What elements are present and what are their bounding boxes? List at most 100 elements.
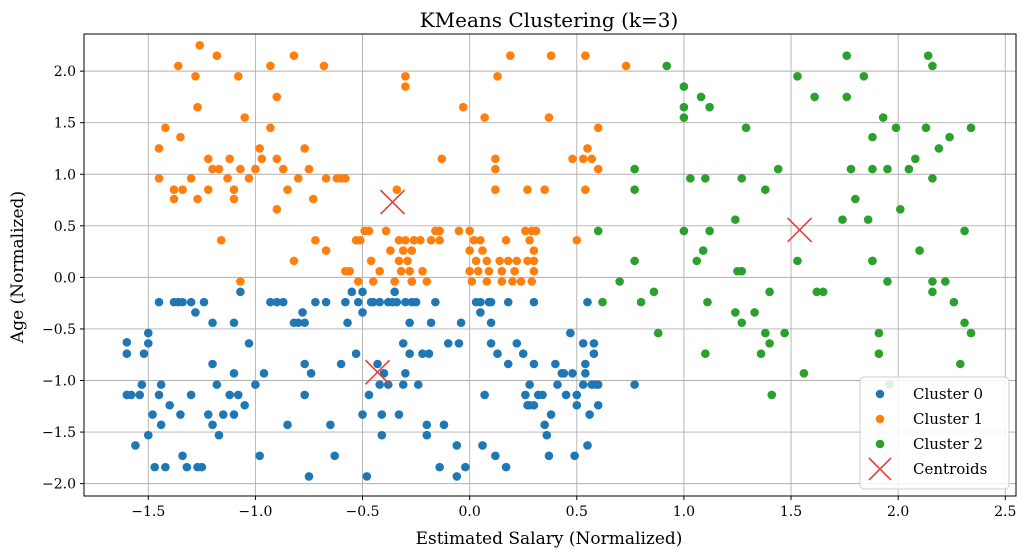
data-point (229, 318, 239, 328)
data-point (300, 359, 309, 369)
data-point (928, 277, 937, 286)
x-tick-label: 0.5 (566, 504, 588, 520)
data-point (266, 297, 275, 307)
data-point (581, 368, 590, 378)
data-point (251, 380, 260, 389)
data-point (566, 328, 575, 338)
data-point (266, 123, 275, 133)
y-tick-label: 1.0 (54, 167, 76, 183)
data-point (443, 339, 453, 348)
data-point (398, 246, 408, 255)
data-point (838, 215, 847, 224)
data-point (233, 71, 243, 81)
data-point (143, 339, 153, 348)
data-point (278, 164, 288, 174)
data-point (581, 359, 590, 369)
data-point (497, 277, 507, 286)
data-point (593, 164, 603, 174)
data-point (960, 226, 969, 236)
data-point (216, 235, 226, 245)
data-point (493, 349, 502, 358)
data-point (491, 451, 500, 461)
data-point (422, 430, 432, 440)
data-point (394, 235, 404, 245)
data-point (308, 194, 318, 204)
data-point (255, 144, 264, 153)
data-point (431, 297, 440, 307)
data-point (208, 420, 217, 430)
data-point (593, 400, 603, 410)
data-point (156, 420, 166, 430)
data-point (392, 185, 402, 195)
data-point (546, 410, 556, 419)
data-point (293, 174, 303, 183)
data-point (525, 380, 534, 389)
data-point (465, 226, 474, 236)
data-point (705, 226, 714, 236)
data-point (437, 154, 447, 164)
x-tick-label: 1.0 (673, 504, 695, 520)
data-point (214, 430, 224, 440)
data-point (439, 420, 449, 430)
data-point (593, 226, 603, 236)
data-point (424, 349, 434, 358)
data-point (765, 287, 774, 297)
data-point (842, 92, 852, 102)
data-point (467, 277, 477, 286)
data-point (311, 297, 320, 307)
data-point (692, 256, 702, 266)
data-point (701, 174, 710, 183)
data-point (649, 287, 659, 297)
data-point (512, 339, 522, 348)
data-point (945, 132, 954, 142)
data-point (486, 318, 496, 328)
data-point (229, 194, 239, 204)
data-point (527, 277, 537, 286)
data-point (501, 462, 511, 472)
data-point (272, 154, 282, 164)
y-tick-label: 0.0 (54, 270, 76, 286)
data-point (583, 441, 592, 450)
data-point (523, 185, 532, 195)
data-point (868, 256, 877, 266)
data-point (283, 420, 292, 430)
data-point (484, 266, 494, 276)
data-point (598, 297, 607, 307)
data-point (304, 472, 314, 481)
data-point (229, 185, 239, 195)
data-point (904, 164, 914, 174)
data-point (321, 297, 331, 307)
data-point (289, 256, 299, 266)
data-point (240, 400, 249, 410)
data-point (289, 51, 299, 60)
data-point (538, 390, 547, 400)
data-point (435, 235, 444, 245)
data-point (812, 287, 822, 297)
data-point (203, 185, 213, 195)
data-point (911, 154, 920, 164)
data-point (478, 441, 487, 450)
data-point (630, 380, 639, 389)
data-point (679, 113, 689, 122)
data-point (193, 194, 202, 204)
y-tick-label: 0.5 (54, 219, 76, 235)
data-point (343, 318, 352, 328)
data-point (358, 308, 367, 317)
data-point (214, 164, 224, 174)
data-point (364, 390, 374, 400)
data-point (737, 266, 747, 276)
data-point (347, 287, 357, 297)
y-tick-label: −0.5 (42, 322, 76, 338)
data-point (810, 92, 819, 102)
data-point (405, 349, 414, 358)
data-point (154, 174, 164, 183)
data-point (169, 194, 179, 204)
data-point (773, 164, 783, 174)
data-point (521, 226, 530, 236)
data-point (403, 256, 412, 266)
data-point (503, 297, 513, 307)
data-point (915, 246, 924, 255)
data-point (364, 226, 374, 236)
series-3 (364, 189, 813, 385)
data-point (298, 308, 307, 317)
